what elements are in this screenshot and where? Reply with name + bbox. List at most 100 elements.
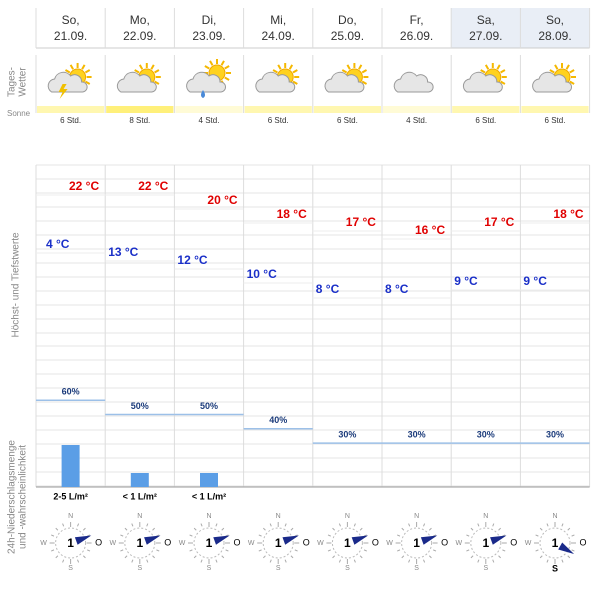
day-date: 27.09. <box>469 29 502 43</box>
compass-n: N <box>276 513 281 520</box>
sun-hours: 6 Std. <box>545 116 566 125</box>
rose-tick <box>423 559 426 563</box>
sun-bar <box>175 106 243 113</box>
rose-tick <box>82 527 86 531</box>
weather-icon <box>116 63 161 93</box>
rain-prob: 50% <box>200 401 218 411</box>
weather-icon <box>324 63 369 93</box>
rose-tick <box>571 549 575 552</box>
wind-arrow <box>558 542 575 554</box>
rose-tick <box>269 523 272 527</box>
rose-tick <box>55 555 59 559</box>
high-temp: 16 °C <box>415 223 445 237</box>
wind-arrow <box>490 535 507 545</box>
rose-tick <box>353 523 356 527</box>
rose-tick <box>428 555 432 559</box>
cloud <box>462 71 503 93</box>
rose-tick <box>492 559 495 563</box>
rose-tick <box>290 555 294 559</box>
rose-ring <box>124 527 156 559</box>
compass-w: W <box>179 540 186 547</box>
day-date: 26.09. <box>400 29 433 43</box>
rose-tick <box>359 555 363 559</box>
compass-w: W <box>525 540 532 547</box>
rain-prob: 30% <box>546 429 564 439</box>
rose-tick <box>539 555 543 559</box>
rose-tick <box>62 523 65 527</box>
compass-w: W <box>248 540 255 547</box>
sun-bar <box>452 106 520 113</box>
rose-tick <box>193 555 197 559</box>
wind-speed: 1 <box>136 536 143 550</box>
rain-bar <box>61 445 80 487</box>
rose-tick <box>502 549 506 552</box>
rose-tick <box>539 527 543 531</box>
rain-prob: 50% <box>131 401 149 411</box>
compass-s: S <box>68 565 73 572</box>
rose-tick <box>290 527 294 531</box>
compass-o: O <box>233 537 240 547</box>
rose-tick <box>262 527 266 531</box>
rose-tick <box>466 549 470 552</box>
sun-hours: 8 Std. <box>129 116 150 125</box>
rose-tick <box>62 559 65 563</box>
sun-ray <box>138 64 144 70</box>
low-temp: 4 °C <box>46 237 70 251</box>
wind-arrow <box>282 535 299 545</box>
rose-tick <box>294 549 298 552</box>
rose-tick <box>433 549 437 552</box>
wind-rose: N S W O 1 <box>179 513 241 572</box>
rose-tick <box>131 559 134 563</box>
sun-ray <box>81 64 86 70</box>
compass-w: W <box>455 540 462 547</box>
rose-tick <box>567 527 571 531</box>
wind-rose: N S W O 1 <box>40 513 102 572</box>
compass-s: S <box>276 565 281 572</box>
sun-hours: 6 Std. <box>475 116 496 125</box>
sun-ray <box>500 69 506 74</box>
weather-icon <box>186 59 231 98</box>
rain-label: und -wahrscheinlichkeit <box>18 445 29 549</box>
rose-tick <box>215 523 218 527</box>
wind-rose: N S W O 1 <box>317 513 379 572</box>
rose-tick <box>408 559 411 563</box>
sun-hours: 4 Std. <box>406 116 427 125</box>
sun-bar <box>244 106 312 113</box>
low-temp: 9 °C <box>523 274 547 288</box>
rose-tick <box>146 559 149 563</box>
compass-w: W <box>317 540 324 547</box>
rain-prob: 40% <box>269 415 287 425</box>
rose-tick <box>327 534 331 537</box>
rose-tick <box>470 555 474 559</box>
cloud <box>116 71 157 93</box>
rose-tick <box>571 534 575 537</box>
day-name: So, <box>62 13 80 27</box>
compass-n: N <box>68 513 73 520</box>
sun-ray <box>484 64 490 70</box>
temp-label: Höchst- und Tiefstwerte <box>11 232 22 337</box>
wind-arrow <box>74 535 92 545</box>
rose-tick <box>51 534 55 537</box>
wind-speed: 1 <box>552 536 559 550</box>
sun-ray <box>480 69 486 74</box>
sun-ray <box>549 69 555 74</box>
rose-tick <box>408 523 411 527</box>
weather-icon <box>255 63 300 93</box>
rose-tick <box>332 527 336 531</box>
weekend-bg <box>451 8 521 48</box>
rain-amount: < 1 L/m² <box>123 491 157 501</box>
wind-rose: N S W O 1 <box>525 513 587 574</box>
compass-w: W <box>109 540 116 547</box>
weather-icon <box>393 71 434 93</box>
day-date: 23.09. <box>192 29 225 43</box>
sun-hours: 6 Std. <box>268 116 289 125</box>
rose-tick <box>225 549 229 552</box>
compass-s: S <box>414 565 419 572</box>
rose-tick <box>535 534 539 537</box>
rose-tick <box>55 527 59 531</box>
sun-ray <box>224 65 230 70</box>
day-date: 24.09. <box>262 29 295 43</box>
rain-prob: 60% <box>62 387 80 397</box>
day-name: Di, <box>202 13 217 27</box>
